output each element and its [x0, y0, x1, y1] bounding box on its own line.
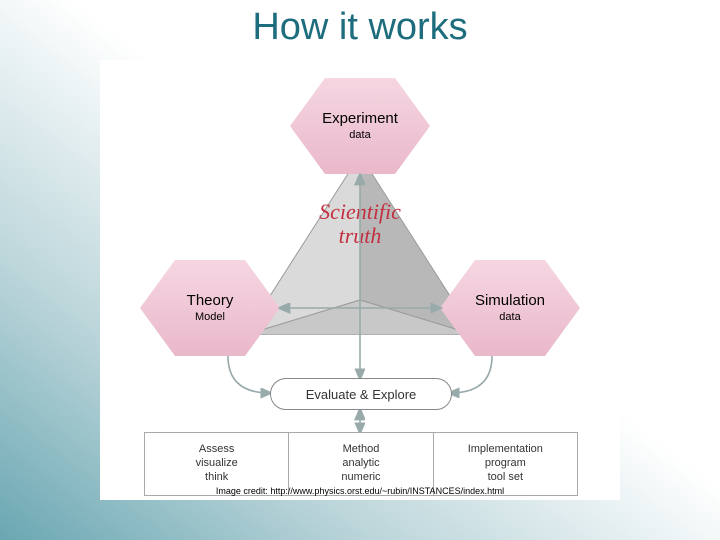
box-assess-l3: think [205, 471, 228, 485]
evaluate-capsule: Evaluate & Explore [270, 378, 452, 410]
box-assess-l2: visualize [196, 457, 238, 471]
box-method-l2: analytic [342, 457, 379, 471]
image-credit: Image credit: http://www.physics.orst.ed… [100, 486, 620, 496]
center-line1: Scientific [260, 200, 460, 224]
box-method-l1: Method [343, 443, 380, 457]
diagram-figure: Scientific truth Experiment data Theory … [100, 60, 620, 500]
evaluate-capsule-label: Evaluate & Explore [306, 387, 417, 402]
slide: How it works Scientific truth Experiment… [0, 0, 720, 540]
center-label: Scientific truth [260, 200, 460, 248]
hex-experiment-sub: data [349, 129, 370, 142]
box-assess-l1: Assess [199, 443, 234, 457]
box-implementation-l3: tool set [488, 471, 523, 485]
box-implementation-l1: Implementation [468, 443, 543, 457]
hex-theory-sub: Model [195, 311, 225, 324]
box-implementation-l2: program [485, 457, 526, 471]
box-method-l3: numeric [341, 471, 380, 485]
page-title: How it works [0, 6, 720, 49]
hex-simulation-title: Simulation [475, 292, 545, 309]
hex-experiment-title: Experiment [322, 110, 398, 127]
hex-theory-title: Theory [187, 292, 234, 309]
center-line2: truth [260, 224, 460, 248]
hex-simulation-sub: data [499, 311, 520, 324]
